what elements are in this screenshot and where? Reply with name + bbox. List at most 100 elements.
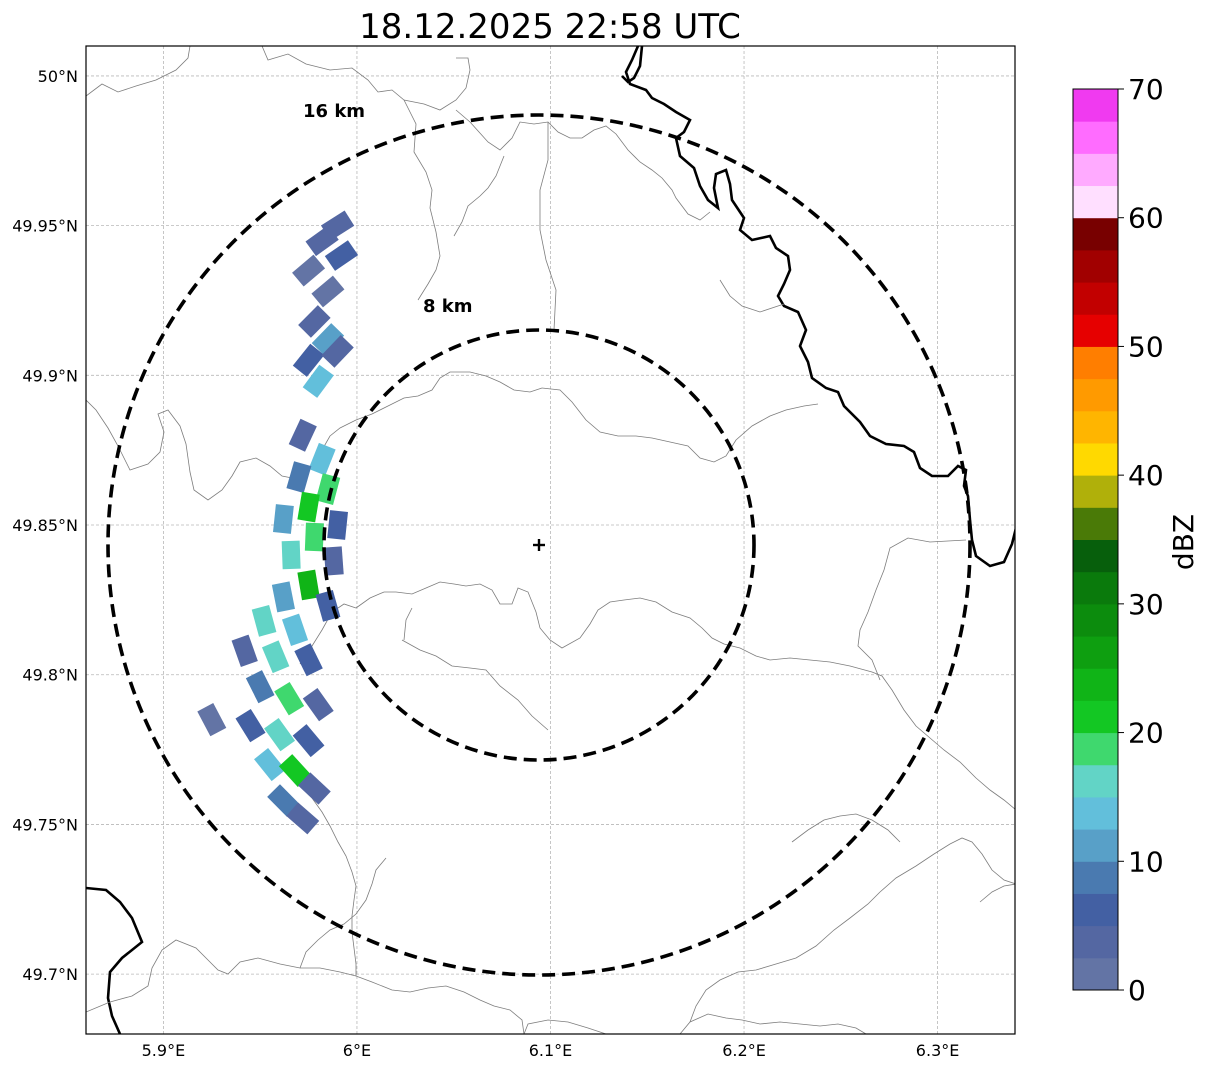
lon-tick-label: 6.3°E [916,1041,960,1060]
colorbar-label: dBZ [1167,514,1200,570]
radar-site-marker [533,539,545,551]
country-borders [86,46,1015,1034]
colorbar-tick-label: 40 [1128,459,1164,492]
colorbar-tick-label: 10 [1128,845,1164,878]
echo-cell [298,772,331,805]
lat-tick-label: 49.85°N [12,516,78,535]
colorbar: 0 10 20 30 40 50 60 70 dBZ [1072,73,1200,1007]
admin-boundaries [86,46,1015,1034]
colorbar-step [1073,217,1118,251]
colorbar-step [1073,282,1118,315]
colorbar-step [1073,185,1118,219]
ring-label-16-km: 16 km [303,101,365,122]
echo-cell [261,640,290,674]
echo-cell [273,504,294,534]
echo-cell [251,604,277,637]
echo-cell [264,717,296,752]
colorbar-step [1073,249,1118,283]
colorbar-tick-label: 0 [1128,974,1146,1007]
colorbar-step [1073,829,1118,862]
map-gridlines [86,46,1015,1034]
map-frame [85,45,1016,1035]
colorbar-step [1073,475,1118,508]
lat-tick-label: 49.8°N [22,666,78,685]
echo-cell [286,802,320,835]
range-rings [106,113,972,977]
echo-cell [286,461,312,494]
echo-cell [321,335,354,368]
lat-tick-label: 49.7°N [22,965,78,984]
echo-cell [288,418,317,452]
colorbar-frame [1072,88,1119,991]
echo-cell [308,442,336,476]
lon-tick-labels: 5.9°E 6°E 6.1°E 6.2°E 6.3°E [142,1041,960,1060]
echo-cell [292,254,326,287]
lat-tick-label: 49.95°N [12,217,78,236]
echo-cell [324,240,359,271]
lon-tick-label: 6.2°E [722,1041,766,1060]
echo-cell [311,323,345,356]
echo-cell [302,364,334,398]
colorbar-steps [1073,89,1118,991]
ring-label-8-km: 8 km [423,296,473,317]
echo-cell [297,569,320,601]
colorbar-step [1073,893,1118,927]
echo-cell [304,522,324,552]
colorbar-tick-label: 50 [1128,330,1164,363]
colorbar-step [1073,346,1118,380]
echo-cell [311,275,345,308]
colorbar-ticks: 0 10 20 30 40 50 60 70 [1118,73,1164,1007]
echo-cell [281,613,309,646]
echo-cell [271,581,295,613]
colorbar-step [1073,764,1118,798]
lat-tick-label: 49.9°N [22,366,78,385]
echo-cell [302,688,334,722]
lon-tick-label: 6.1°E [529,1041,573,1060]
echo-cell [197,703,227,737]
lon-tick-label: 6°E [343,1041,371,1060]
colorbar-step [1073,89,1118,122]
echo-cell [294,643,323,677]
colorbar-step [1073,442,1118,476]
colorbar-step [1073,700,1118,734]
colorbar-step [1073,410,1118,444]
colorbar-step [1073,668,1118,701]
echo-cell [235,708,266,743]
colorbar-step [1073,153,1118,187]
echo-cell [327,510,348,540]
echo-cell [297,491,320,523]
colorbar-tick-label: 60 [1128,202,1164,235]
lat-tick-labels: 49.7°N 49.75°N 49.8°N 49.85°N 49.9°N 49.95°N 5… [12,67,78,984]
colorbar-tick-label: 70 [1128,73,1164,106]
chart-title: 18.12.2025 22:58 UTC [359,7,741,47]
echo-cell [292,724,325,758]
echo-cell [245,670,275,704]
colorbar-step [1073,378,1118,412]
echo-cell [323,546,344,576]
reflectivity-echoes [197,210,359,835]
colorbar-step [1073,507,1118,540]
echo-cell [274,682,305,716]
colorbar-step [1073,603,1118,637]
echo-cell [281,540,301,570]
ring-16-km [106,113,972,977]
colorbar-step [1073,539,1118,573]
colorbar-step [1073,796,1118,830]
lat-tick-label: 49.75°N [12,815,78,834]
echo-cell [254,747,286,782]
colorbar-step [1073,957,1118,991]
echo-cell [298,305,331,338]
colorbar-tick-label: 30 [1128,588,1164,621]
echo-cell [278,754,312,787]
colorbar-step [1073,732,1118,766]
colorbar-tick-label: 20 [1128,717,1164,750]
echo-cell [267,784,300,817]
echo-cell [320,210,355,241]
lat-tick-label: 50°N [38,67,78,86]
colorbar-step [1073,121,1118,154]
lon-tick-label: 5.9°E [142,1041,186,1060]
colorbar-step [1073,571,1118,605]
colorbar-step [1073,925,1118,959]
echo-cell [292,343,325,377]
